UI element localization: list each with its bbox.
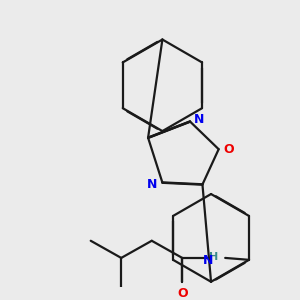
Text: O: O — [177, 287, 188, 300]
Text: N: N — [147, 178, 158, 191]
Text: H: H — [209, 252, 218, 262]
Text: O: O — [224, 143, 234, 156]
Text: N: N — [202, 254, 213, 267]
Text: N: N — [194, 113, 204, 126]
